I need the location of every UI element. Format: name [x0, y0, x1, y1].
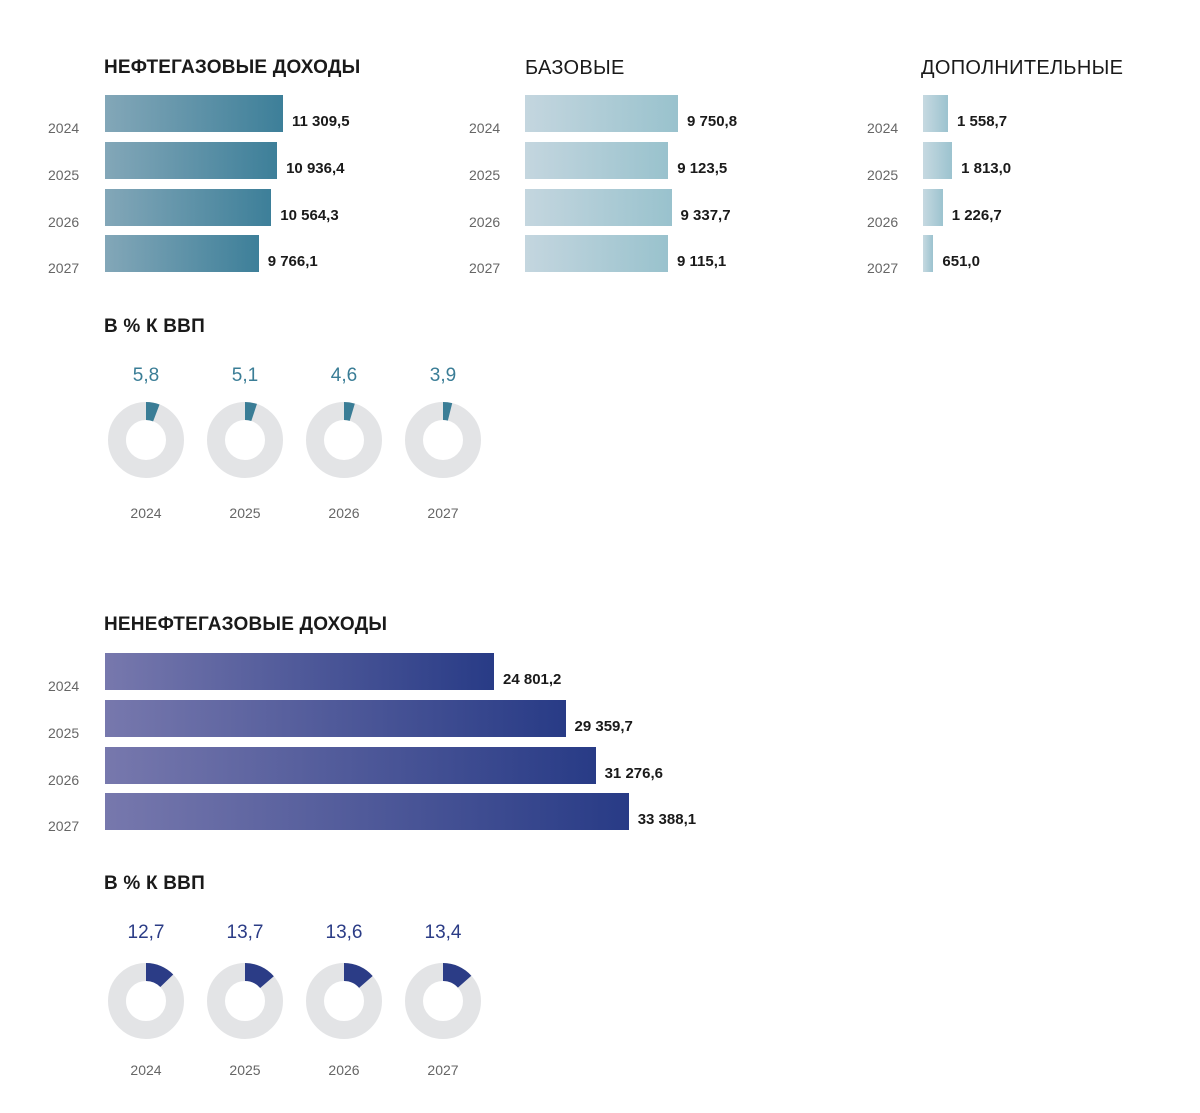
nonoil-gdp-donut-segment	[443, 963, 472, 988]
oil-gdp-donut-segment	[245, 402, 257, 422]
oil-value-label: 11 309,5	[292, 113, 350, 130]
additional-year-label: 2027	[867, 260, 899, 277]
additional-bar	[923, 95, 948, 132]
nonoil-gdp-percent-label: 13,4	[424, 922, 462, 943]
nonoil-gdp-percent-label: 13,6	[325, 922, 363, 943]
additional-year-label: 2025	[867, 166, 899, 183]
additional-bar	[923, 235, 934, 273]
oil-gdp-donut	[207, 402, 283, 478]
nonoil-gdp-donut-segment	[245, 963, 274, 988]
nonoil-gdp-donut-segment	[146, 963, 174, 988]
oil-year-label: 2024	[48, 120, 80, 136]
oil-bar	[105, 235, 259, 273]
nonoil-year-label: 2024	[48, 678, 80, 694]
oil-year-label: 2027	[48, 260, 80, 277]
base-value-label: 9 123,5	[677, 159, 728, 177]
nonoil-gdp-donut-segment	[344, 963, 373, 988]
nonoil-gdp-year-label: 2025	[229, 1062, 261, 1078]
oil-gdp-donut-segment	[443, 402, 453, 421]
oil-gdp-year-label: 2024	[130, 505, 162, 521]
oil-gdp-share-title: В % К ВВП	[104, 316, 205, 337]
nonoil-value-label: 33 388,1	[637, 811, 697, 829]
additional-value-label: 1 558,7	[957, 113, 1008, 130]
base-bar	[525, 141, 669, 179]
nonoil-gdp-year-label: 2027	[427, 1062, 459, 1078]
oil-bar	[105, 95, 283, 132]
oil-gdp-donut	[108, 402, 184, 478]
base-bar	[525, 188, 672, 226]
nonoil-year-label: 2027	[48, 818, 80, 835]
nonoil-bar	[105, 746, 596, 784]
oil-gdp-percent-label: 5,1	[231, 365, 259, 386]
additional-bar	[923, 141, 953, 179]
oil-bar	[105, 188, 272, 226]
oil-gdp-donut-segment	[146, 402, 160, 422]
oil-gdp-percent-label: 3,9	[429, 365, 457, 386]
nonoil-gdp-percent-label: 13,7	[226, 922, 264, 943]
base-value-label: 9 115,1	[677, 253, 727, 271]
base-year-label: 2025	[469, 166, 501, 183]
oil-gdp-year-label: 2027	[427, 505, 459, 521]
base-year-label: 2024	[469, 120, 501, 136]
additional-year-label: 2024	[867, 120, 899, 136]
nonoil-gdp-year-label: 2024	[130, 1062, 162, 1078]
nonoil-bar	[105, 793, 629, 831]
additional-year-label: 2026	[867, 213, 899, 230]
oil-gdp-donut-segment	[344, 402, 355, 421]
base-bar	[525, 235, 668, 273]
nonoil-gdp-donut	[405, 963, 481, 1039]
oil-gdp-donut	[405, 402, 481, 478]
oil-value-label: 10 564,3	[280, 206, 339, 224]
nonoil-bar	[105, 653, 494, 690]
oil-year-label: 2025	[48, 166, 80, 183]
oil-bar	[105, 141, 278, 179]
base-year-label: 2027	[469, 260, 501, 277]
additional-value-label: 651,0	[942, 253, 980, 271]
nonoil-gdp-share-title: В % К ВВП	[104, 873, 205, 894]
base-bar	[525, 95, 678, 132]
non-oil-gas-revenue-title: НЕНЕФТЕГАЗОВЫЕ ДОХОДЫ	[104, 614, 388, 635]
oil-gdp-percent-label: 4,6	[330, 365, 358, 386]
base-revenue-title: БАЗОВЫЕ	[525, 57, 625, 79]
nonoil-gdp-donut	[306, 963, 382, 1039]
oil-gas-revenue-title: НЕФТЕГАЗОВЫЕ ДОХОДЫ	[104, 57, 361, 78]
nonoil-gdp-donut	[207, 963, 283, 1039]
oil-value-label: 10 936,4	[286, 159, 345, 177]
oil-year-label: 2026	[48, 213, 80, 230]
additional-value-label: 1 813,0	[961, 159, 1012, 177]
nonoil-bar	[105, 699, 566, 737]
oil-gdp-year-label: 2026	[328, 505, 360, 521]
nonoil-gdp-donut	[108, 963, 184, 1039]
base-year-label: 2026	[469, 213, 501, 230]
additional-value-label: 1 226,7	[951, 206, 1002, 224]
base-value-label: 9 750,8	[687, 113, 738, 130]
nonoil-value-label: 24 801,2	[503, 671, 562, 688]
oil-gdp-percent-label: 5,8	[132, 365, 160, 386]
nonoil-year-label: 2026	[48, 771, 80, 788]
oil-value-label: 9 766,1	[267, 253, 318, 271]
additional-bar	[923, 188, 943, 226]
oil-gdp-year-label: 2025	[229, 505, 261, 521]
nonoil-value-label: 29 359,7	[574, 717, 633, 735]
nonoil-value-label: 31 276,6	[604, 764, 663, 782]
oil-gdp-donut	[306, 402, 382, 478]
base-value-label: 9 337,7	[680, 206, 731, 224]
nonoil-year-label: 2025	[48, 724, 80, 741]
nonoil-gdp-percent-label: 12,7	[127, 922, 165, 943]
nonoil-gdp-year-label: 2026	[328, 1062, 360, 1078]
additional-revenue-title: ДОПОЛНИТЕЛЬНЫЕ	[921, 57, 1124, 79]
